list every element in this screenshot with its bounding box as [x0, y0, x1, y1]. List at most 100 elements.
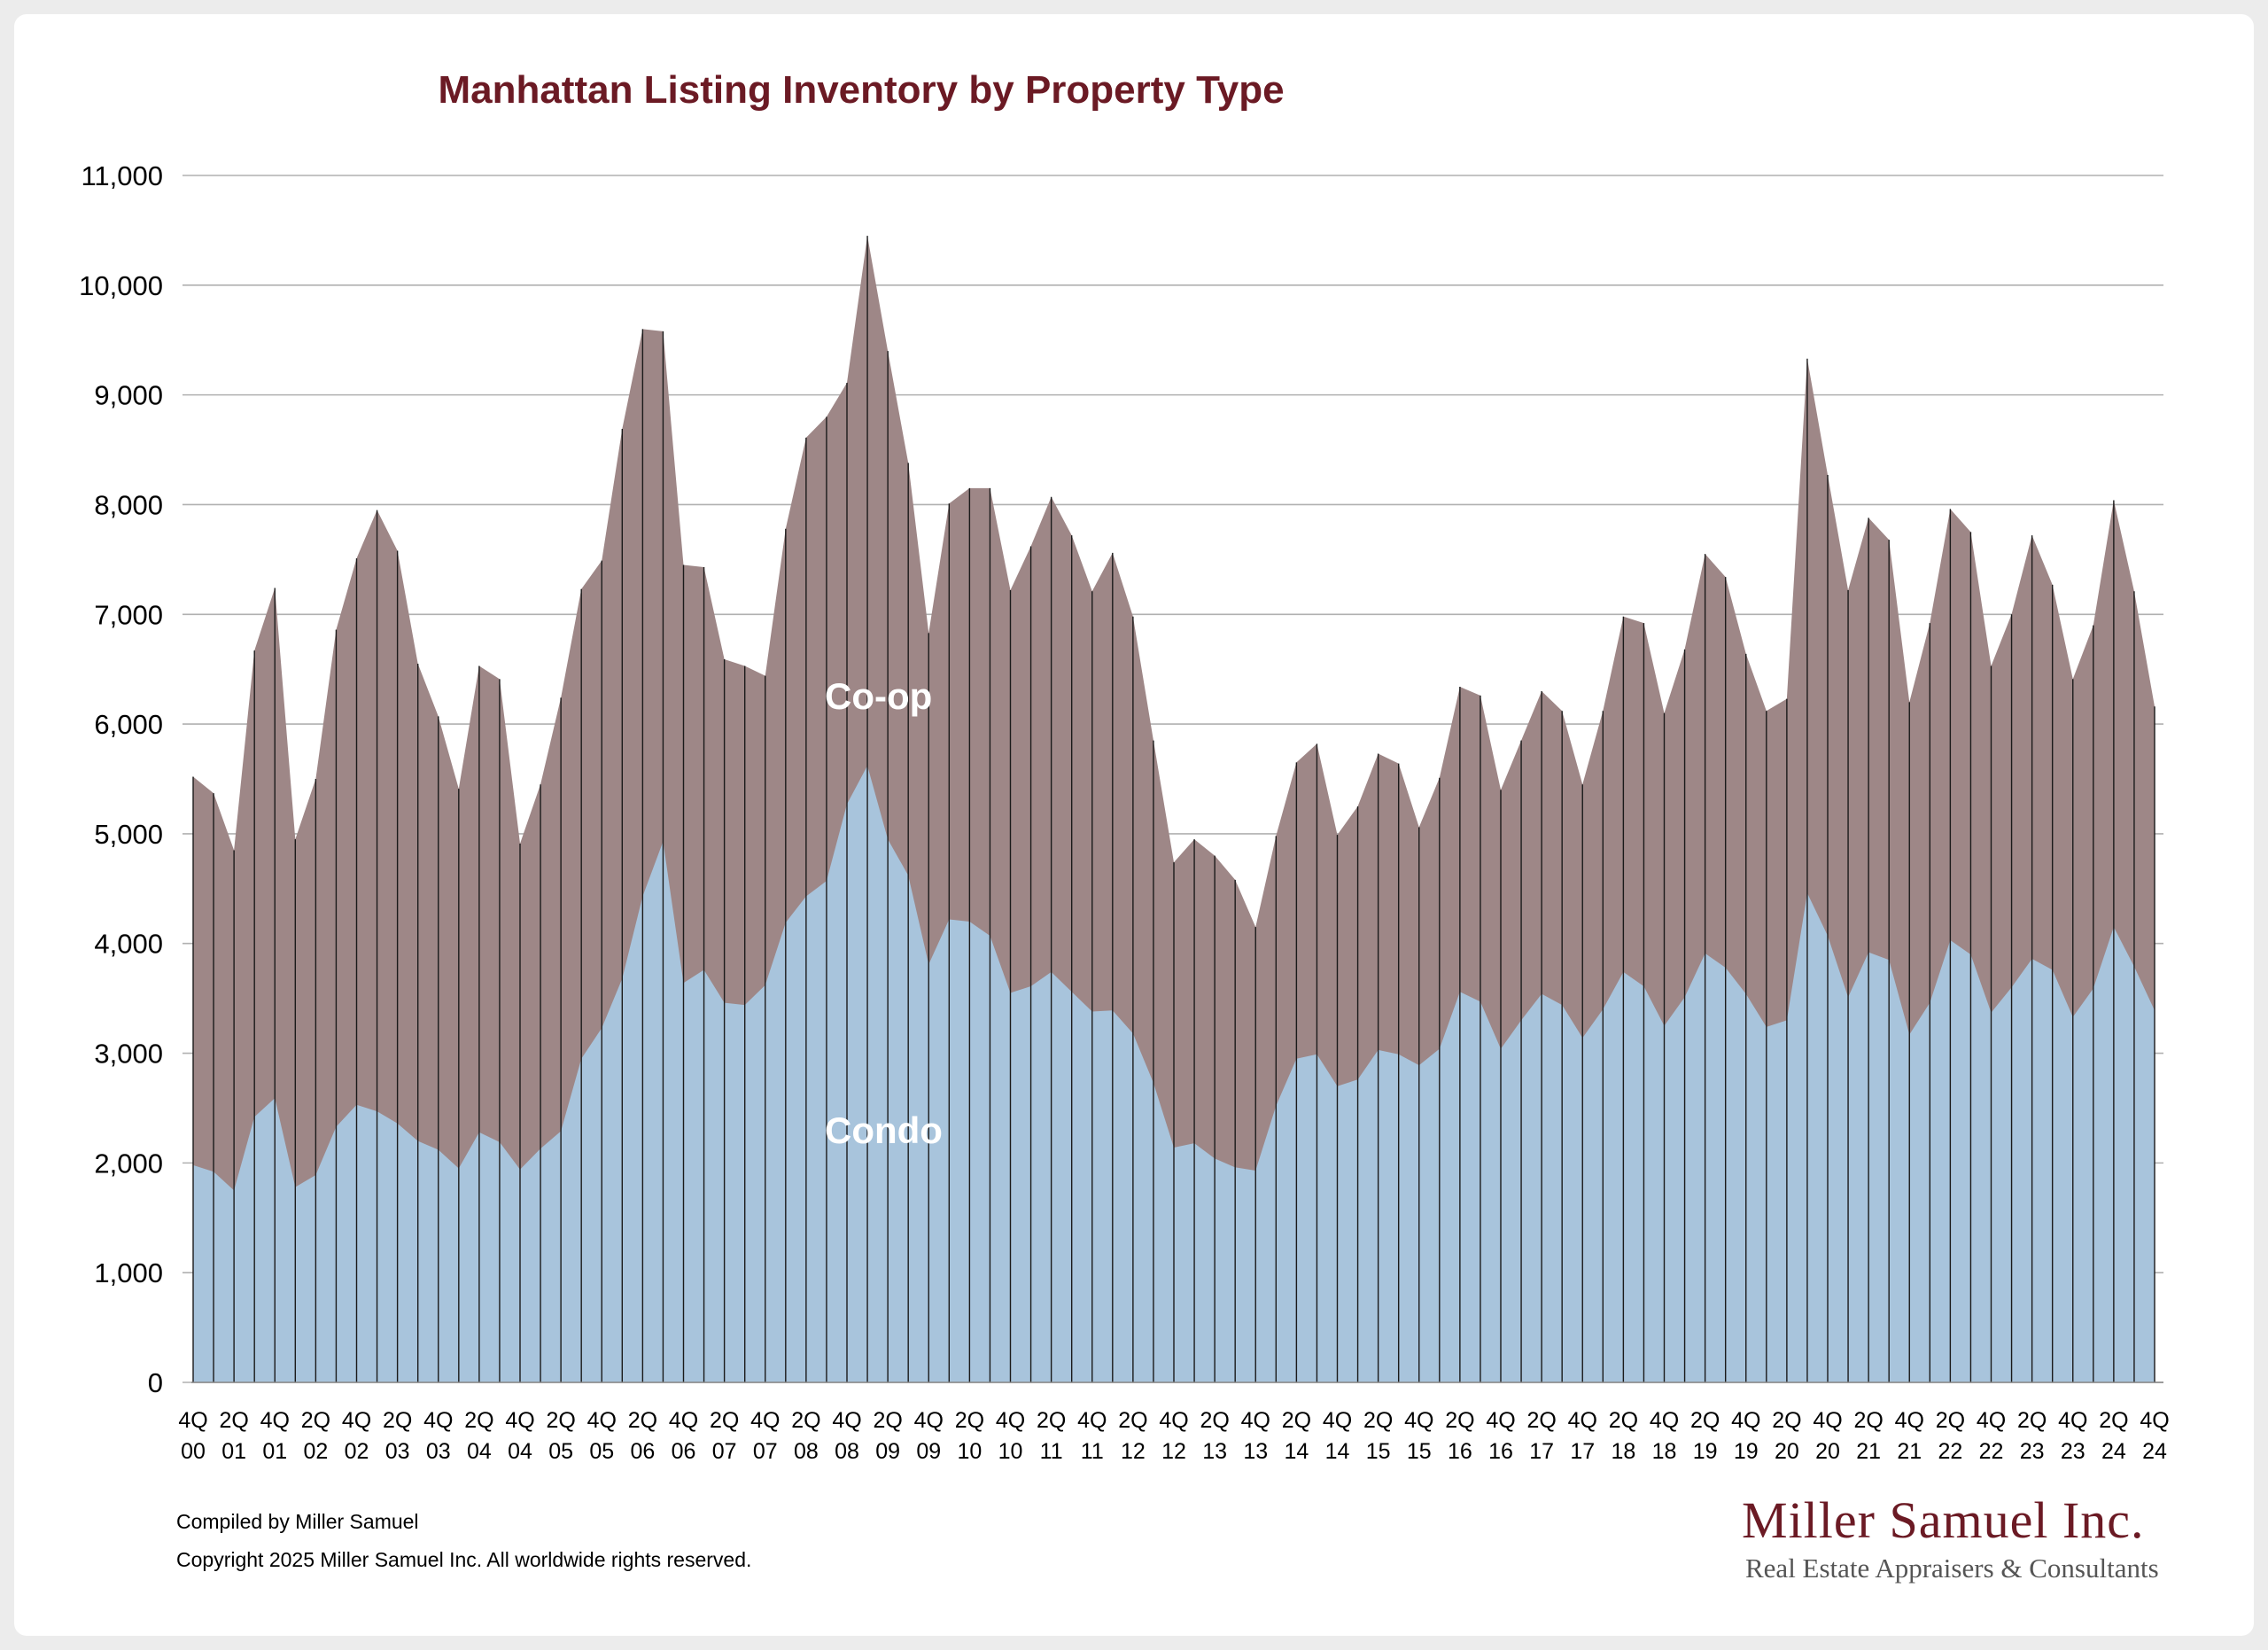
x-tick-year: 19	[1734, 1439, 1759, 1464]
x-tick-quarter: 2Q	[1118, 1408, 1147, 1433]
y-tick-label: 6,000	[94, 709, 163, 740]
x-tick-year: 24	[2101, 1439, 2126, 1464]
x-tick-quarter: 4Q	[832, 1408, 861, 1433]
x-tick-quarter: 2Q	[1609, 1408, 1638, 1433]
y-tick-label: 5,000	[94, 819, 163, 850]
x-tick-quarter: 4Q	[1977, 1408, 2006, 1433]
x-tick-quarter: 2Q	[383, 1408, 412, 1433]
x-tick-year: 13	[1202, 1439, 1227, 1464]
x-tick-year: 02	[303, 1439, 328, 1464]
x-tick-year: 12	[1161, 1439, 1186, 1464]
x-tick-year: 05	[589, 1439, 614, 1464]
x-tick-quarter: 2Q	[791, 1408, 820, 1433]
y-tick-label: 0	[148, 1367, 163, 1398]
x-tick-year: 15	[1366, 1439, 1391, 1464]
x-tick-quarter: 4Q	[178, 1408, 207, 1433]
x-tick-quarter: 2Q	[1526, 1408, 1556, 1433]
x-tick-year: 07	[712, 1439, 737, 1464]
x-tick-quarter: 4Q	[2140, 1408, 2169, 1433]
x-tick-year: 21	[1897, 1439, 1922, 1464]
x-tick-year: 02	[345, 1439, 369, 1464]
x-tick-quarter: 4Q	[505, 1408, 534, 1433]
x-tick-year: 06	[672, 1439, 696, 1464]
x-tick-year: 10	[998, 1439, 1023, 1464]
x-tick-quarter: 4Q	[1404, 1408, 1433, 1433]
x-tick-year: 12	[1121, 1439, 1146, 1464]
x-tick-quarter: 2Q	[1772, 1408, 1801, 1433]
x-tick-year: 05	[548, 1439, 573, 1464]
x-tick-quarter: 2Q	[219, 1408, 248, 1433]
x-tick-year: 08	[794, 1439, 819, 1464]
x-tick-year: 04	[508, 1439, 532, 1464]
x-tick-year: 03	[426, 1439, 451, 1464]
x-tick-year: 23	[2020, 1439, 2045, 1464]
chart-svg: Manhattan Listing Inventory by Property …	[79, 68, 2170, 1464]
y-tick-label: 2,000	[94, 1148, 163, 1179]
x-tick-year: 07	[753, 1439, 778, 1464]
x-tick-quarter: 4Q	[1241, 1408, 1270, 1433]
chart-title: Manhattan Listing Inventory by Property …	[438, 68, 1284, 112]
x-tick-year: 23	[2061, 1439, 2085, 1464]
x-tick-year: 01	[221, 1439, 246, 1464]
x-tick-quarter: 2Q	[873, 1408, 902, 1433]
x-tick-year: 17	[1570, 1439, 1595, 1464]
condo-series-label: Condo	[825, 1109, 943, 1151]
logo-wordmark: Miller Samuel Inc.	[1742, 1491, 2145, 1549]
x-tick-quarter: 2Q	[464, 1408, 493, 1433]
x-tick-quarter: 4Q	[2058, 1408, 2087, 1433]
x-tick-year: 18	[1652, 1439, 1677, 1464]
x-tick-year: 13	[1243, 1439, 1268, 1464]
x-tick-quarter: 4Q	[1077, 1408, 1107, 1433]
x-tick-quarter: 2Q	[628, 1408, 657, 1433]
x-tick-quarter: 2Q	[1936, 1408, 1965, 1433]
x-tick-year: 00	[181, 1439, 206, 1464]
x-tick-quarter: 4Q	[260, 1408, 290, 1433]
x-axis: 4Q 00 2Q 01 4Q 01 2Q 02 4Q 02 2Q 03 4Q 03 2Q 04 4Q 04 2Q 05…	[178, 1381, 2170, 1464]
x-tick-year: 14	[1325, 1439, 1350, 1464]
x-tick-year: 08	[835, 1439, 859, 1464]
x-tick-year: 16	[1488, 1439, 1513, 1464]
x-tick-quarter: 4Q	[423, 1408, 453, 1433]
y-tick-label: 3,000	[94, 1039, 163, 1070]
x-tick-quarter: 2Q	[2099, 1408, 2128, 1433]
coop-series-label: Co-op	[825, 675, 932, 717]
x-tick-quarter: 2Q	[546, 1408, 575, 1433]
x-tick-quarter: 2Q	[301, 1408, 330, 1433]
x-tick-year: 21	[1856, 1439, 1881, 1464]
x-tick-year: 11	[1040, 1439, 1063, 1464]
x-tick-quarter: 2Q	[1037, 1408, 1066, 1433]
copyright-note: Copyright 2025 Miller Samuel Inc. All wo…	[176, 1548, 752, 1571]
x-tick-year: 16	[1448, 1439, 1472, 1464]
y-tick-label: 11,000	[81, 160, 163, 191]
x-tick-quarter: 4Q	[587, 1408, 617, 1433]
x-tick-quarter: 2Q	[955, 1408, 984, 1433]
x-tick-quarter: 4Q	[1895, 1408, 1924, 1433]
y-axis: 0 1,000 2,000 3,000 4,000 5,000 6,000 7,000 8,00…	[79, 160, 163, 1398]
x-tick-quarter: 2Q	[1200, 1408, 1229, 1433]
x-tick-quarter: 2Q	[1282, 1408, 1311, 1433]
y-tick-label: 4,000	[94, 929, 163, 960]
x-tick-year: 09	[875, 1439, 900, 1464]
y-tick-label: 9,000	[94, 380, 163, 411]
x-tick-year: 22	[1979, 1439, 2004, 1464]
x-tick-year: 15	[1407, 1439, 1432, 1464]
x-tick-year: 18	[1611, 1439, 1635, 1464]
x-tick-quarter: 4Q	[914, 1408, 944, 1433]
x-tick-year: 04	[467, 1439, 492, 1464]
x-tick-quarter: 4Q	[750, 1408, 780, 1433]
x-tick-quarter: 4Q	[342, 1408, 371, 1433]
x-tick-quarter: 4Q	[1650, 1408, 1679, 1433]
x-tick-quarter: 4Q	[1731, 1408, 1760, 1433]
y-tick-label: 10,000	[79, 270, 163, 301]
x-tick-year: 22	[1938, 1439, 1962, 1464]
plot-area	[192, 236, 2155, 1383]
x-tick-year: 11	[1081, 1439, 1104, 1464]
x-tick-year: 03	[385, 1439, 410, 1464]
y-tick-label: 1,000	[94, 1257, 163, 1288]
x-tick-quarter: 2Q	[1690, 1408, 1720, 1433]
x-tick-year: 01	[262, 1439, 287, 1464]
chart-card: Manhattan Listing Inventory by Property …	[14, 14, 2254, 1636]
x-tick-year: 20	[1815, 1439, 1840, 1464]
x-tick-year: 09	[916, 1439, 941, 1464]
x-tick-year: 20	[1775, 1439, 1799, 1464]
